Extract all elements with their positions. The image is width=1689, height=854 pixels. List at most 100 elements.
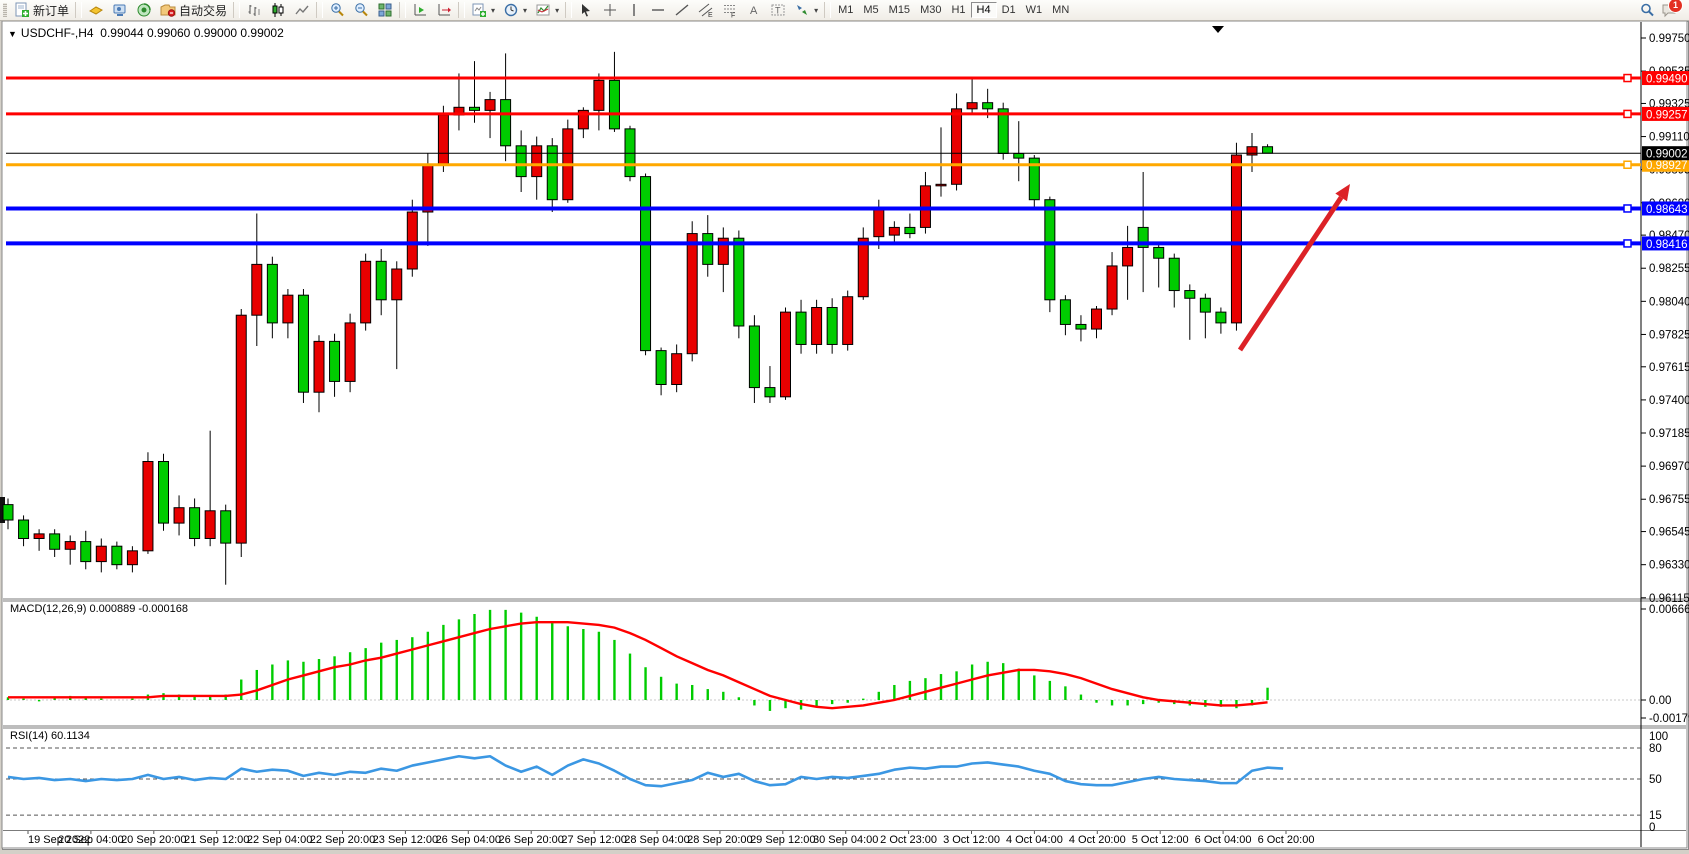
price-badge-0.98416: 0.98416 bbox=[1642, 236, 1689, 251]
trendline-tool-button[interactable] bbox=[670, 1, 694, 19]
svg-text:0.98643: 0.98643 bbox=[1646, 204, 1688, 216]
timeframe-button-m30[interactable]: M30 bbox=[920, 4, 942, 16]
equidistant-channel-tool-button[interactable]: E bbox=[694, 1, 718, 19]
trend-arrow-annotation[interactable] bbox=[1237, 184, 1350, 352]
vertical-line-tool-button[interactable] bbox=[622, 1, 646, 19]
ohlc-quote-label: 0.99044 0.99060 0.99000 0.99002 bbox=[100, 26, 284, 40]
timeframe-button-d1[interactable]: D1 bbox=[1001, 4, 1016, 16]
crosshair-tool-button[interactable] bbox=[598, 1, 622, 19]
timeframe-button-w1[interactable]: W1 bbox=[1025, 4, 1043, 16]
candle bbox=[1230, 142, 1242, 331]
candle bbox=[1184, 284, 1196, 340]
zoom-in-button[interactable] bbox=[325, 1, 349, 19]
price-tick-label: 0.99750 bbox=[1649, 33, 1689, 45]
candle bbox=[997, 102, 1009, 160]
price-tick-label: 0.98255 bbox=[1649, 263, 1689, 275]
svg-text:0.99002: 0.99002 bbox=[1646, 149, 1688, 161]
profiles-button[interactable]: ▾ bbox=[499, 1, 531, 19]
horizontal-line-tool-button[interactable] bbox=[646, 1, 670, 19]
timeframe-button-h1[interactable]: H1 bbox=[951, 4, 966, 16]
candle bbox=[1215, 307, 1227, 334]
horizontal-level-lines[interactable] bbox=[6, 73, 1641, 248]
chat-icon[interactable]: 1 bbox=[1661, 0, 1683, 18]
text-tool-button[interactable]: A bbox=[742, 1, 766, 19]
candle bbox=[888, 221, 900, 243]
rsi-tick-label: 0 bbox=[1649, 822, 1655, 834]
new-order-button[interactable]: 新订单 bbox=[10, 1, 73, 19]
cursor-tool-button[interactable] bbox=[574, 1, 598, 19]
toolbar-right: 1 bbox=[1639, 0, 1689, 18]
line-chart-button[interactable] bbox=[290, 1, 314, 19]
trend-arrow-line[interactable] bbox=[1237, 195, 1344, 352]
candle bbox=[951, 93, 963, 191]
toolbar-separator bbox=[458, 2, 466, 18]
price-badge-0.99257: 0.99257 bbox=[1642, 106, 1689, 121]
navigator-button[interactable] bbox=[108, 1, 132, 19]
line-anchor-marker[interactable] bbox=[1623, 204, 1632, 213]
time-tick-label: 20 Sep 20:00 bbox=[121, 834, 186, 846]
timeframe-toolbar: M1 M5 M15 M30 H1 H4 D1 W1 MN bbox=[833, 2, 1074, 18]
text-label-tool-button[interactable]: T bbox=[766, 1, 790, 19]
new-chart-button[interactable]: ▾ bbox=[467, 1, 499, 19]
timeframe-button-h4[interactable]: H4 bbox=[970, 2, 997, 18]
timeframe-button-m5[interactable]: M5 bbox=[863, 4, 879, 16]
price-tick-label: 0.97185 bbox=[1649, 428, 1689, 440]
candle bbox=[266, 256, 278, 339]
zoom-out-button[interactable] bbox=[349, 1, 373, 19]
market-watch-button[interactable] bbox=[84, 1, 108, 19]
price-axis[interactable]: 0.997500.995350.993250.991100.988950.986… bbox=[1641, 33, 1689, 834]
text-icon: A bbox=[746, 2, 762, 18]
chart-shift-button[interactable] bbox=[408, 1, 432, 19]
line-anchor-marker[interactable] bbox=[1623, 160, 1632, 169]
candle bbox=[1153, 242, 1165, 288]
candle bbox=[2, 498, 14, 530]
fibonacci-tool-button[interactable]: F bbox=[718, 1, 742, 20]
auto-scroll-button[interactable] bbox=[432, 1, 456, 19]
time-tick-label: 20 Sep 04:00 bbox=[58, 834, 123, 846]
chat-badge: 1 bbox=[1668, 0, 1683, 13]
line-anchor-marker[interactable] bbox=[1623, 73, 1632, 83]
price-badge-0.98643: 0.98643 bbox=[1642, 201, 1689, 216]
tile-windows-button[interactable] bbox=[373, 1, 397, 19]
terminal-button[interactable] bbox=[132, 1, 156, 19]
candle bbox=[842, 290, 854, 351]
time-tick-label: 28 Sep 20:00 bbox=[687, 834, 752, 846]
time-tick-label: 4 Oct 04:00 bbox=[1006, 834, 1063, 846]
candle bbox=[857, 227, 869, 300]
time-tick-label: 23 Sep 12:00 bbox=[373, 834, 438, 846]
macd-indicator-label: MACD(12,26,9) 0.000889 -0.000168 bbox=[10, 603, 188, 615]
candle bbox=[1044, 196, 1056, 313]
timeframe-button-mn[interactable]: MN bbox=[1052, 4, 1070, 16]
toolbar-separator bbox=[399, 2, 407, 18]
candle bbox=[49, 529, 61, 557]
candle bbox=[297, 289, 309, 403]
candle bbox=[702, 215, 714, 277]
svg-text:0.99490: 0.99490 bbox=[1646, 74, 1688, 86]
timeframe-button-m15[interactable]: M15 bbox=[888, 4, 911, 16]
line-anchor-marker[interactable] bbox=[1623, 109, 1632, 119]
auto-trading-icon bbox=[160, 2, 176, 18]
trend-arrow-head[interactable] bbox=[1335, 184, 1350, 202]
symbol-dropdown-icon[interactable]: ▼ bbox=[8, 29, 17, 39]
candle bbox=[1168, 253, 1180, 308]
auto-trading-button[interactable]: 自动交易 bbox=[156, 1, 231, 19]
line-anchor-marker[interactable] bbox=[1623, 239, 1632, 248]
auto-trading-label: 自动交易 bbox=[179, 3, 228, 18]
toolbar-grip[interactable] bbox=[3, 3, 7, 17]
svg-text:0.99257: 0.99257 bbox=[1646, 109, 1688, 121]
candle bbox=[1122, 225, 1134, 300]
arrow-objects-button[interactable]: ▾ bbox=[790, 1, 822, 19]
svg-text:F: F bbox=[731, 13, 735, 19]
bar-chart-button[interactable] bbox=[242, 1, 266, 19]
macd-signal-line bbox=[8, 620, 1268, 710]
trendline-icon bbox=[674, 2, 690, 18]
candle bbox=[500, 53, 512, 162]
candle bbox=[608, 51, 620, 132]
candlestick-chart-button[interactable] bbox=[266, 1, 290, 19]
indicators-button[interactable]: ▾ bbox=[531, 1, 563, 19]
candle bbox=[80, 530, 92, 570]
search-icon[interactable] bbox=[1639, 2, 1655, 18]
timeframe-button-m1[interactable]: M1 bbox=[838, 4, 854, 16]
